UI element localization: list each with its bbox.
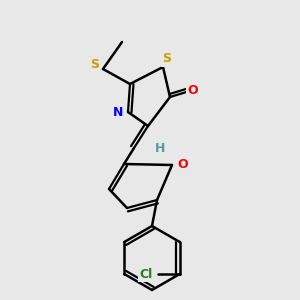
- Text: N: N: [113, 106, 123, 118]
- Text: O: O: [188, 83, 198, 97]
- Text: Cl: Cl: [139, 268, 152, 281]
- Text: H: H: [155, 142, 165, 154]
- Text: S: S: [163, 52, 172, 65]
- Text: S: S: [91, 58, 100, 70]
- Text: O: O: [178, 158, 188, 172]
